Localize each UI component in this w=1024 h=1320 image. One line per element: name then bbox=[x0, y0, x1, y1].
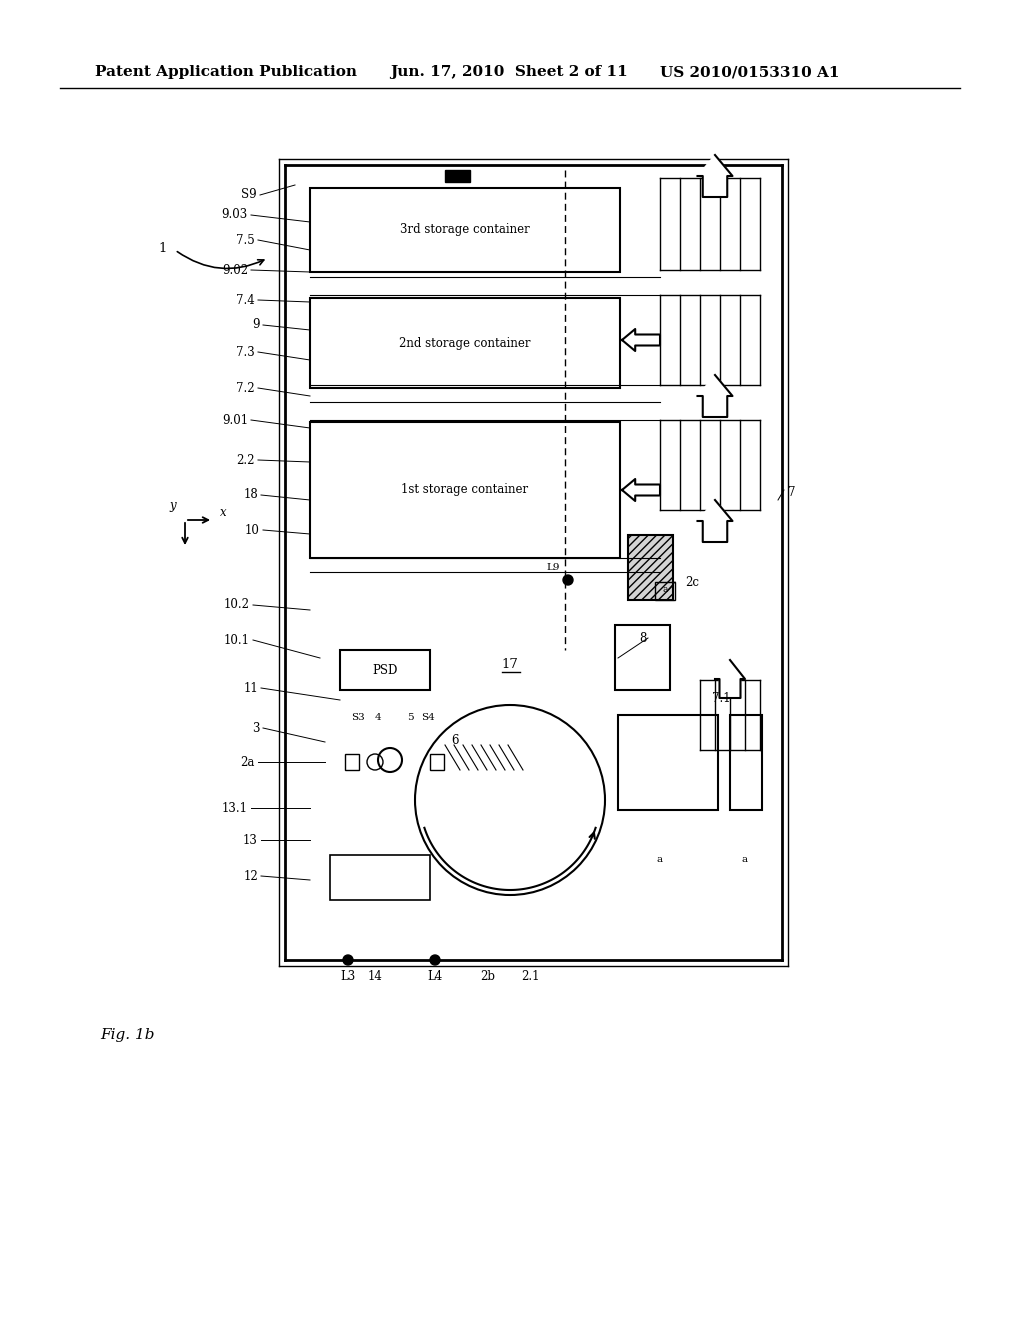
Bar bbox=[655, 582, 675, 601]
Text: 7.1: 7.1 bbox=[712, 692, 731, 705]
Text: L3: L3 bbox=[340, 970, 355, 983]
Text: S4: S4 bbox=[421, 714, 435, 722]
Text: 10: 10 bbox=[245, 524, 260, 536]
Text: Jun. 17, 2010  Sheet 2 of 11: Jun. 17, 2010 Sheet 2 of 11 bbox=[390, 65, 628, 79]
Text: 3rd storage container: 3rd storage container bbox=[400, 223, 529, 236]
Text: 2c: 2c bbox=[685, 576, 699, 589]
Bar bbox=[340, 649, 430, 690]
Bar bbox=[310, 187, 620, 272]
Text: 7.3: 7.3 bbox=[237, 346, 255, 359]
Text: 7: 7 bbox=[788, 486, 796, 499]
Polygon shape bbox=[697, 500, 732, 543]
Text: 9: 9 bbox=[253, 318, 260, 331]
Text: a: a bbox=[657, 855, 664, 865]
Text: 9.03: 9.03 bbox=[222, 209, 248, 222]
Circle shape bbox=[343, 954, 353, 965]
Text: PSD: PSD bbox=[373, 664, 397, 676]
Text: 3: 3 bbox=[253, 722, 260, 734]
Circle shape bbox=[430, 954, 440, 965]
Bar bbox=[330, 855, 430, 900]
Text: Fig. 1b: Fig. 1b bbox=[100, 1028, 155, 1041]
Text: y: y bbox=[170, 499, 176, 512]
Text: 8: 8 bbox=[640, 631, 647, 644]
Text: 6: 6 bbox=[452, 734, 459, 747]
Bar bbox=[310, 422, 620, 558]
Text: 12: 12 bbox=[244, 870, 258, 883]
Bar bbox=[628, 535, 673, 601]
Text: US 2010/0153310 A1: US 2010/0153310 A1 bbox=[660, 65, 840, 79]
Polygon shape bbox=[622, 329, 660, 351]
Text: 9.02: 9.02 bbox=[222, 264, 248, 276]
Bar bbox=[430, 754, 444, 770]
Polygon shape bbox=[697, 154, 732, 197]
Text: 10.1: 10.1 bbox=[224, 634, 250, 647]
Polygon shape bbox=[715, 660, 745, 698]
Text: Patent Application Publication: Patent Application Publication bbox=[95, 65, 357, 79]
Circle shape bbox=[563, 576, 573, 585]
Text: 1: 1 bbox=[159, 242, 167, 255]
Text: 9.01: 9.01 bbox=[222, 413, 248, 426]
Text: 13.1: 13.1 bbox=[222, 801, 248, 814]
Text: a: a bbox=[742, 855, 749, 865]
Bar bbox=[615, 624, 670, 690]
Text: 7.2: 7.2 bbox=[237, 381, 255, 395]
Text: S9: S9 bbox=[242, 189, 257, 202]
Bar bbox=[445, 170, 470, 182]
Text: 18: 18 bbox=[244, 488, 258, 502]
Text: L4: L4 bbox=[427, 970, 442, 983]
Text: 4: 4 bbox=[375, 714, 381, 722]
Text: 13: 13 bbox=[243, 833, 258, 846]
Bar bbox=[618, 715, 718, 810]
Polygon shape bbox=[622, 479, 660, 502]
Text: 2b: 2b bbox=[480, 970, 496, 983]
Text: 17: 17 bbox=[502, 659, 518, 672]
Text: 1st storage container: 1st storage container bbox=[401, 483, 528, 496]
Bar bbox=[730, 715, 762, 810]
Polygon shape bbox=[697, 375, 732, 417]
Text: a: a bbox=[663, 586, 668, 594]
Text: 7.5: 7.5 bbox=[237, 234, 255, 247]
Text: 5: 5 bbox=[407, 714, 414, 722]
Text: 7.4: 7.4 bbox=[237, 293, 255, 306]
Text: 2.1: 2.1 bbox=[521, 970, 540, 983]
Text: 10.2: 10.2 bbox=[224, 598, 250, 611]
Bar bbox=[345, 754, 359, 770]
Text: S3: S3 bbox=[351, 714, 365, 722]
Text: 14: 14 bbox=[368, 970, 382, 983]
Text: L9: L9 bbox=[546, 564, 560, 573]
Text: 11: 11 bbox=[244, 681, 258, 694]
Text: 2nd storage container: 2nd storage container bbox=[399, 337, 530, 350]
Text: x: x bbox=[220, 506, 226, 519]
Text: 2a: 2a bbox=[241, 755, 255, 768]
Bar bbox=[310, 298, 620, 388]
Text: 2.2: 2.2 bbox=[237, 454, 255, 466]
